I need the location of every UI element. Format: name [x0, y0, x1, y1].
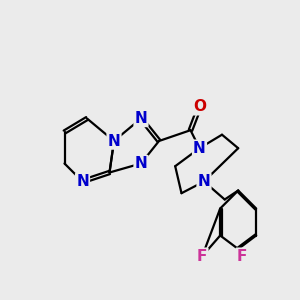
Text: N: N [108, 134, 120, 148]
Text: N: N [76, 174, 89, 189]
Text: N: N [198, 174, 210, 189]
Text: N: N [135, 156, 147, 171]
Text: N: N [135, 111, 147, 126]
Text: F: F [197, 249, 207, 264]
Text: O: O [193, 99, 206, 114]
Text: N: N [193, 141, 206, 156]
Text: F: F [237, 249, 247, 264]
